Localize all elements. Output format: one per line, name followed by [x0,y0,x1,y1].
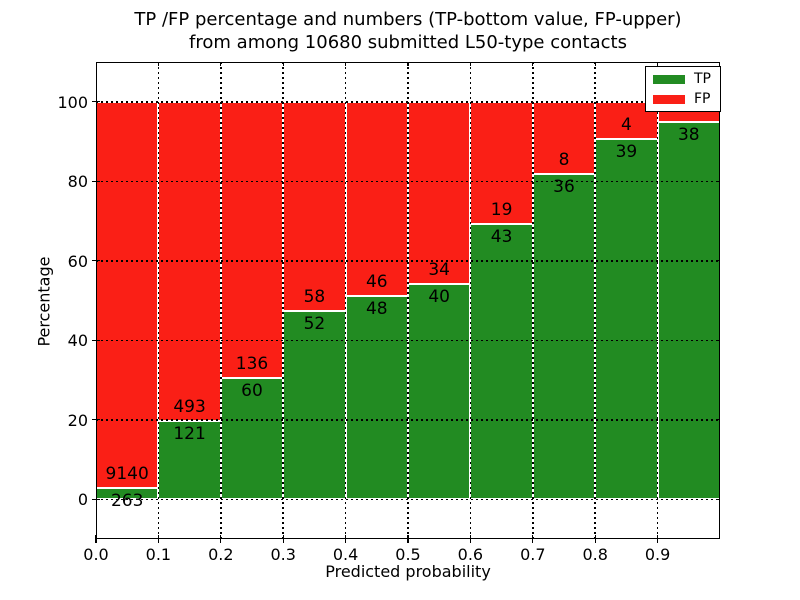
bar-label-tp: 38 [677,124,700,145]
gridline-v [407,62,409,539]
bar-segment-tp [532,174,596,500]
bar-segment-tp [220,377,284,500]
y-tick-mark-left [92,339,100,341]
y-tick-label: 20 [67,410,88,430]
bar-label-tp: 121 [173,423,206,444]
x-tick-mark-bottom [282,535,284,543]
bar-label-fp: 58 [303,287,326,308]
y-tick-mark-right [716,419,720,421]
bar-segment-tp [408,284,471,500]
gridline-h [96,101,720,103]
y-tick-mark-right [716,180,720,182]
x-tick-mark-top [594,62,596,66]
bar-label-fp: 136 [235,353,269,374]
x-tick-mark-bottom [532,535,534,543]
y-tick-label: 100 [57,92,88,112]
gridline-h [96,498,720,500]
legend-label: TP [694,71,711,87]
bar-segment-fp [283,101,346,312]
bar-label-fp: 34 [428,260,451,281]
bar-label-tp: 52 [303,314,326,335]
bar-label-tp: 40 [428,287,451,308]
plot-area-frame [96,62,720,539]
bar-segment-fp [470,101,533,224]
y-tick-mark-right [716,339,720,341]
x-tick-mark-bottom [157,535,160,543]
y-tick-mark-left [92,498,100,500]
bar-segment-tp [595,138,658,500]
gridline-h [96,260,720,262]
y-tick-label: 0 [77,490,88,510]
y-axis-label: Percentage [34,256,54,347]
legend-label: FP [694,91,711,107]
gridline-h [96,419,720,421]
bar-label-fp: 4 [620,114,632,135]
y-tick-mark-right [716,498,720,500]
bar-label-tp: 36 [553,177,575,198]
x-tick-mark-bottom [469,535,472,543]
bar-segment-tp [96,488,159,500]
bar-segment-fp [532,101,596,175]
bar-label-fp: 493 [173,396,206,417]
gridline-h [96,339,720,341]
legend-swatch-fp [653,94,685,104]
bar-segment-tp [345,296,408,500]
bar-label-tp: 39 [615,141,638,162]
bar-label-tp: 48 [365,299,388,320]
y-tick-mark-left [92,419,100,421]
y-tick-mark-left [92,101,100,103]
x-tick-mark-top [469,62,472,66]
bar-segment-fp [220,101,284,378]
x-axis-label: Predicted probability [325,562,491,581]
gridline-v [344,62,347,539]
bar-label-fp: 46 [365,272,388,293]
gridline-v [594,62,596,539]
bar-segment-fp [158,101,221,421]
gridline-v [469,62,472,539]
x-tick-mark-top [344,62,347,66]
legend: TP FP [645,66,721,112]
chart-title-line1: TP /FP percentage and numbers (TP-bottom… [134,9,682,30]
y-tick-mark-right [716,260,720,262]
bar-label-tp: 60 [241,380,263,401]
x-tick-mark-bottom [95,535,97,543]
x-tick-mark-top [532,62,534,66]
chart-title: TP /FP percentage and numbers (TP-bottom… [96,8,720,54]
bar-segment-fp [345,101,408,297]
x-tick-mark-top [282,62,284,66]
y-tick-mark-left [92,260,100,262]
bar-label-fp: 8 [558,150,570,171]
gridline-v [157,62,160,539]
y-tick-mark-left [92,180,100,182]
bar-segment-fp [408,101,471,285]
bar-label-fp: 9140 [105,464,149,485]
bar-label-tp: 43 [490,226,513,247]
chart-title-line2: from among 10680 submitted L50-type cont… [189,32,627,53]
legend-item: FP [653,92,711,106]
y-tick-label: 80 [67,172,88,192]
bar-segment-tp [657,121,720,500]
bar-segment-fp [96,101,159,489]
x-tick-mark-bottom [344,535,347,543]
bar-segment-tp [158,420,221,500]
x-tick-mark-bottom [407,535,409,543]
x-tick-mark-top [220,62,222,66]
gridline-v [282,62,284,539]
gridline-v [532,62,534,539]
gridline-h [96,180,720,182]
legend-swatch-tp [653,74,685,84]
legend-item: TP [653,72,711,86]
gridline-v [220,62,222,539]
bar-segment-tp [470,223,533,500]
bar-segment-tp [283,311,346,500]
gridline-v [656,62,659,539]
x-tick-mark-top [407,62,409,66]
bar-label-fp: 19 [490,199,513,220]
bar-label-tp: 263 [110,491,144,512]
x-tick-mark-bottom [656,535,659,543]
x-tick-mark-bottom [594,535,596,543]
x-tick-mark-top [157,62,160,66]
x-tick-mark-bottom [220,535,222,543]
